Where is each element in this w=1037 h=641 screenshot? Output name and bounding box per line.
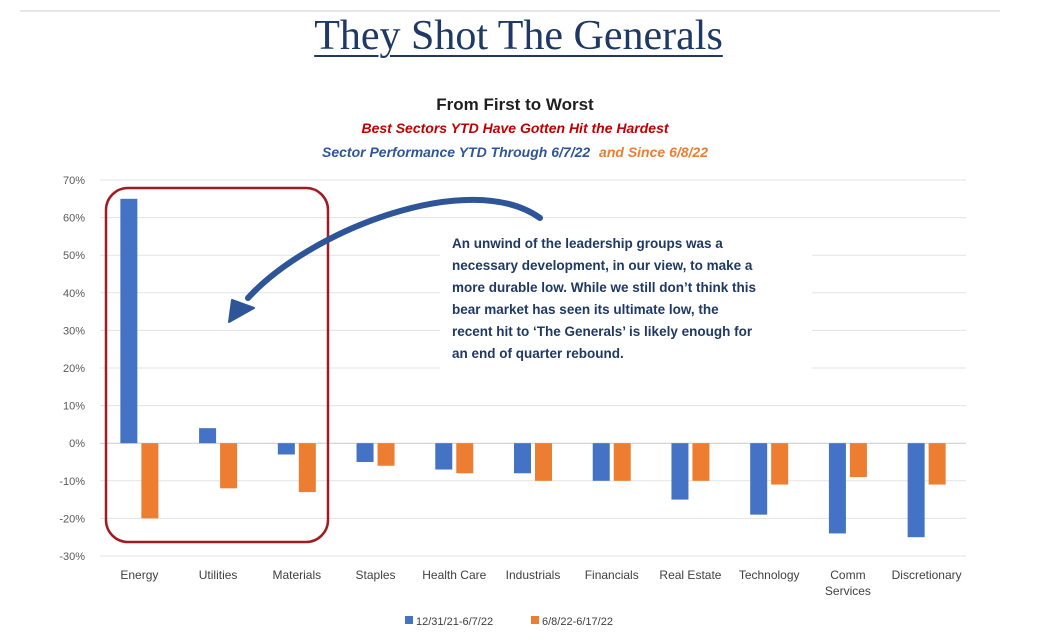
- y-tick-label: 10%: [63, 401, 85, 413]
- bar: [771, 443, 789, 485]
- bars: [120, 198, 946, 538]
- y-tick-label: 30%: [63, 325, 85, 337]
- bar: [671, 443, 689, 500]
- y-tick-label: 40%: [63, 288, 85, 300]
- legend-label: 6/8/22-6/17/22: [542, 616, 613, 628]
- legend: 12/31/21-6/7/22 6/8/22-6/17/22: [405, 616, 613, 628]
- bar: [356, 443, 374, 462]
- bar: [298, 443, 316, 493]
- bar: [514, 443, 531, 474]
- bar: [907, 443, 925, 538]
- x-tick-label: Technology: [739, 568, 800, 582]
- bar: [141, 443, 159, 519]
- bar: [750, 443, 768, 515]
- bar: [592, 443, 610, 481]
- annotation-line: An unwind of the leadership groups was a: [452, 236, 723, 251]
- x-tick-label: Real Estate: [659, 568, 721, 582]
- y-tick-label: -10%: [59, 476, 85, 488]
- subtitle-2-part-2: and Since 6/8/22: [599, 144, 708, 160]
- chart-subtitle-2: Sector Performance YTD Through 6/7/22 an…: [322, 144, 708, 160]
- y-tick-label: 70%: [63, 175, 85, 187]
- bar: [199, 428, 217, 444]
- bar: [377, 443, 395, 466]
- x-tick-label: Services: [825, 584, 871, 598]
- annotation-line: necessary development, in our view, to m…: [452, 258, 753, 273]
- gridlines: [100, 179, 966, 557]
- x-tick-label: Comm: [830, 568, 865, 582]
- bar: [277, 443, 295, 455]
- bar: [849, 443, 867, 478]
- bar: [828, 443, 846, 534]
- x-tick-label: Health Care: [422, 568, 486, 582]
- legend-label: 12/31/21-6/7/22: [416, 616, 493, 628]
- chart-subtitle: Best Sectors YTD Have Gotten Hit the Har…: [361, 120, 669, 136]
- annotation-background: [440, 228, 812, 370]
- bar: [535, 443, 552, 481]
- annotation-line: more durable low. While we still don’t t…: [452, 280, 756, 295]
- bar: [220, 443, 238, 489]
- y-tick-label: -30%: [59, 551, 85, 563]
- y-axis: 70% 60% 50% 40% 30% 20% 10% 0% -10% -20% -30%: [59, 175, 85, 563]
- top-divider: [20, 10, 1000, 12]
- x-tick-label: Materials: [272, 568, 321, 582]
- chart-title: From First to Worst: [436, 95, 594, 114]
- legend-swatch: [405, 616, 413, 624]
- x-tick-label: Energy: [120, 568, 158, 582]
- legend-swatch: [531, 616, 539, 624]
- subtitle-2-part-1: Sector Performance YTD Through 6/7/22: [322, 144, 590, 160]
- bar: [120, 198, 138, 444]
- annotation-text: An unwind of the leadership groups was a…: [452, 236, 756, 361]
- x-tick-label: Industrials: [506, 568, 561, 582]
- bar: [928, 443, 946, 485]
- slide-title: They Shot The Generals: [314, 13, 723, 59]
- y-tick-label: 0%: [69, 438, 85, 450]
- annotation-line: recent hit to ‘The Generals’ is likely e…: [452, 324, 753, 339]
- y-tick-label: 50%: [63, 250, 85, 262]
- bar: [456, 443, 474, 474]
- x-tick-label: Financials: [585, 568, 639, 582]
- y-tick-label: 60%: [63, 213, 85, 225]
- bar: [613, 443, 631, 481]
- x-axis: Energy Utilities Materials Staples Health Ca…: [120, 568, 961, 598]
- x-tick-label: Staples: [356, 568, 396, 582]
- bar: [435, 443, 453, 470]
- y-tick-label: -20%: [59, 513, 85, 525]
- bar: [692, 443, 710, 481]
- highlight-box: [104, 186, 330, 544]
- y-tick-label: 20%: [63, 363, 85, 375]
- curved-arrow: [228, 196, 543, 323]
- x-tick-label: Discretionary: [892, 568, 962, 582]
- x-tick-label: Utilities: [199, 568, 238, 582]
- annotation-line: bear market has seen its ultimate low, t…: [452, 302, 719, 317]
- annotation-line: an end of quarter rebound.: [452, 346, 624, 361]
